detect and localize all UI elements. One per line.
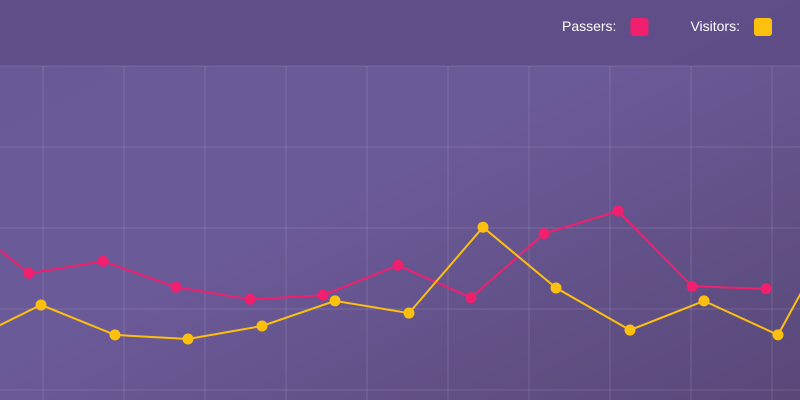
data-point [317, 289, 329, 301]
grid [0, 65, 800, 400]
data-point [624, 324, 636, 336]
legend-swatch [754, 18, 772, 36]
data-point [465, 292, 477, 304]
data-point [403, 307, 415, 319]
data-point [97, 255, 109, 267]
header-band [0, 0, 800, 66]
lines [0, 205, 800, 345]
data-point [612, 205, 624, 217]
data-point [170, 281, 182, 293]
data-point [686, 280, 698, 292]
data-point [256, 320, 268, 332]
data-point [35, 299, 47, 311]
legend-label: Passers: [562, 18, 616, 34]
data-point [477, 221, 489, 233]
data-point [392, 259, 404, 271]
data-point [538, 228, 550, 240]
data-point [329, 295, 341, 307]
legend-label: Visitors: [690, 18, 740, 34]
legend: Visitors: Passers: [562, 18, 772, 36]
legend-swatch [630, 18, 649, 36]
data-point [760, 283, 772, 295]
series-line [0, 209, 767, 301]
data-point [772, 329, 784, 341]
data-point [244, 293, 256, 305]
data-point [182, 333, 194, 345]
data-point [550, 282, 562, 294]
data-point [23, 267, 35, 279]
data-point [109, 329, 121, 341]
data-point [698, 295, 710, 307]
